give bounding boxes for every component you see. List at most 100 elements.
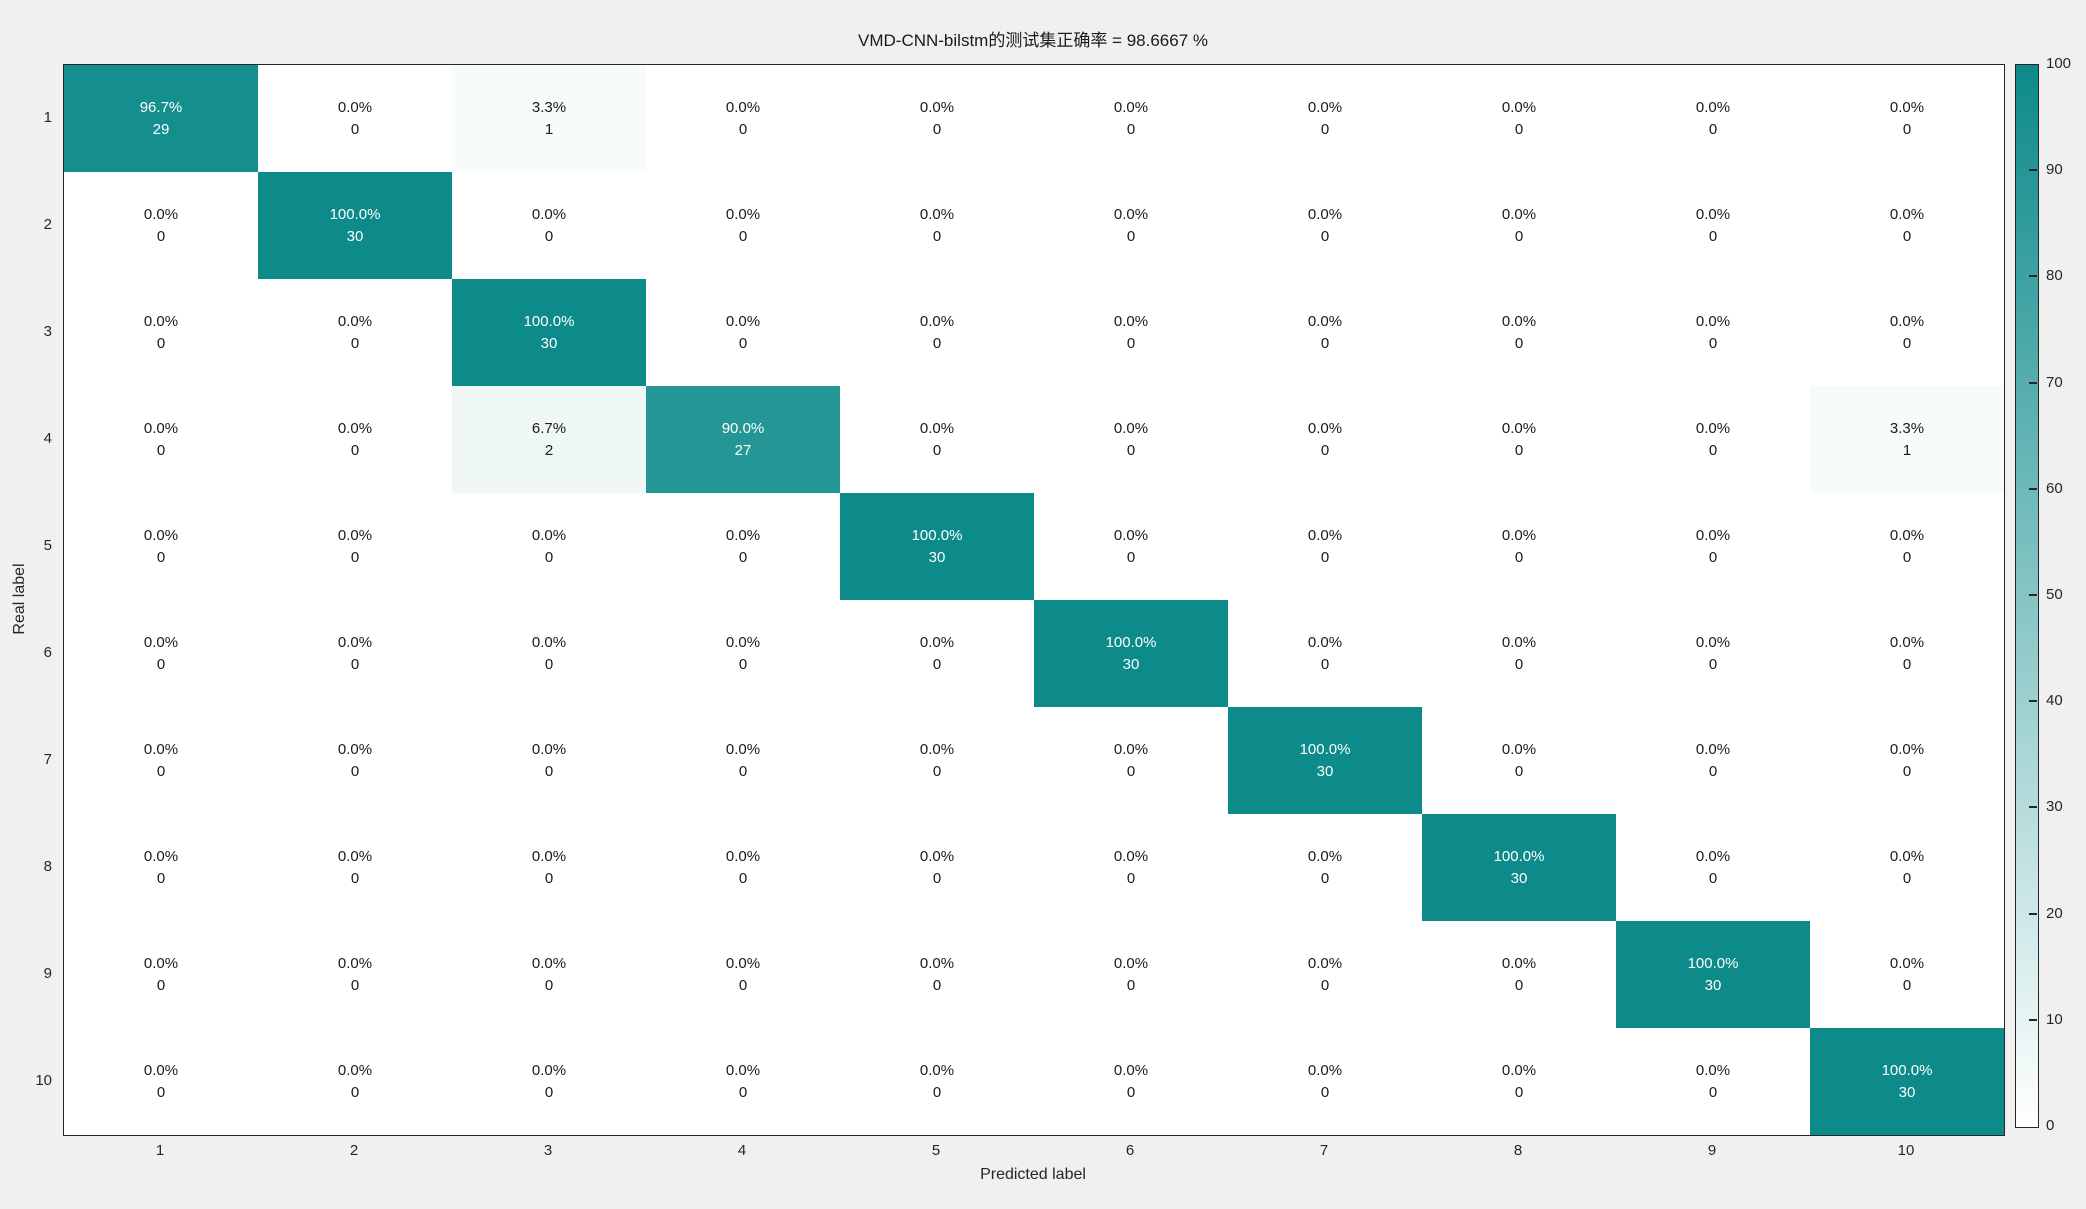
matrix-cell-r4-c7: 0.0% 0	[1228, 386, 1422, 493]
cell-percent: 0.0%	[1889, 740, 1925, 758]
cell-percent: 0.0%	[1889, 954, 1925, 972]
cell-count: 0	[350, 762, 360, 780]
cell-percent: 0.0%	[143, 954, 179, 972]
cell-count: 0	[932, 334, 942, 352]
cell-count: 0	[1708, 869, 1718, 887]
cell-percent: 0.0%	[1889, 312, 1925, 330]
matrix-cell-r9-c2: 0.0% 0	[258, 921, 452, 1028]
matrix-cell-r2-c2: 100.0% 30	[258, 172, 452, 279]
cell-count: 0	[350, 869, 360, 887]
cell-count: 30	[540, 334, 558, 352]
cell-count: 0	[350, 441, 360, 459]
cell-percent: 0.0%	[725, 847, 761, 865]
x-tick-label-6: 6	[1125, 1142, 1135, 1159]
matrix-cell-r5-c8: 0.0% 0	[1422, 493, 1616, 600]
matrix-cell-r10-c4: 0.0% 0	[646, 1028, 840, 1135]
matrix-cell-r8-c7: 0.0% 0	[1228, 814, 1422, 921]
y-tick-label-3: 3	[43, 322, 52, 340]
cell-percent: 0.0%	[725, 633, 761, 651]
cell-count: 0	[1902, 548, 1912, 566]
colorbar-tick-mark-50	[2029, 594, 2037, 596]
matrix-cell-r2-c9: 0.0% 0	[1616, 172, 1810, 279]
cell-count: 0	[1126, 441, 1136, 459]
y-tick-label-2: 2	[43, 215, 52, 233]
cell-percent: 0.0%	[919, 1061, 955, 1079]
cell-count: 0	[1708, 120, 1718, 138]
cell-count: 0	[1126, 976, 1136, 994]
cell-count: 0	[738, 869, 748, 887]
cell-count: 0	[1902, 976, 1912, 994]
cell-percent: 0.0%	[1695, 312, 1731, 330]
cell-count: 0	[1708, 1083, 1718, 1101]
cell-count: 0	[1320, 227, 1330, 245]
cell-percent: 100.0%	[1881, 1061, 1933, 1079]
cell-percent: 0.0%	[725, 740, 761, 758]
matrix-cell-r3-c8: 0.0% 0	[1422, 279, 1616, 386]
cell-count: 27	[734, 441, 752, 459]
matrix-cell-r7-c9: 0.0% 0	[1616, 707, 1810, 814]
matrix-cell-r10-c7: 0.0% 0	[1228, 1028, 1422, 1135]
y-tick-label-5: 5	[43, 536, 52, 554]
colorbar-tick-label-30: 30	[2046, 798, 2063, 816]
cell-percent: 0.0%	[1307, 526, 1343, 544]
cell-percent: 0.0%	[1113, 312, 1149, 330]
cell-percent: 0.0%	[1889, 98, 1925, 116]
cell-percent: 0.0%	[531, 205, 567, 223]
cell-count: 29	[152, 120, 170, 138]
cell-count: 0	[350, 120, 360, 138]
cell-percent: 0.0%	[1113, 847, 1149, 865]
matrix-cell-r4-c3: 6.7% 2	[452, 386, 646, 493]
cell-percent: 0.0%	[1889, 847, 1925, 865]
colorbar-tick-mark-30	[2029, 806, 2037, 809]
matrix-cell-r5-c6: 0.0% 0	[1034, 493, 1228, 600]
matrix-cell-r7-c3: 0.0% 0	[452, 707, 646, 814]
colorbar-tick-label-100: 100	[2046, 55, 2072, 72]
cell-count: 0	[1126, 548, 1136, 566]
cell-percent: 3.3%	[1889, 419, 1925, 437]
matrix-cell-r3-c3: 100.0% 30	[452, 279, 646, 386]
cell-percent: 100.0%	[329, 205, 381, 223]
matrix-cell-r10-c5: 0.0% 0	[840, 1028, 1034, 1135]
matrix-cell-r8-c6: 0.0% 0	[1034, 814, 1228, 921]
cell-percent: 0.0%	[143, 740, 179, 758]
cell-percent: 100.0%	[1493, 847, 1545, 865]
cell-percent: 0.0%	[1695, 1061, 1731, 1079]
cell-count: 0	[544, 548, 554, 566]
matrix-cell-r3-c10: 0.0% 0	[1810, 279, 2004, 386]
cell-count: 0	[1320, 120, 1330, 138]
cell-count: 0	[1708, 227, 1718, 245]
cell-count: 0	[738, 548, 748, 566]
colorbar-tick-mark-20	[2029, 912, 2037, 915]
cell-percent: 0.0%	[1501, 954, 1537, 972]
cell-percent: 0.0%	[143, 312, 179, 330]
cell-percent: 0.0%	[531, 847, 567, 865]
matrix-cell-r8-c8: 100.0% 30	[1422, 814, 1616, 921]
colorbar-tick-mark-40	[2029, 700, 2037, 703]
cell-percent: 0.0%	[919, 205, 955, 223]
x-tick-label-5: 5	[931, 1142, 941, 1159]
matrix-cell-r9-c9: 100.0% 30	[1616, 921, 1810, 1028]
cell-count: 0	[1320, 976, 1330, 994]
cell-count: 0	[1320, 548, 1330, 566]
matrix-cell-r4-c5: 0.0% 0	[840, 386, 1034, 493]
matrix-cell-r1-c3: 3.3% 1	[452, 65, 646, 172]
matrix-cell-r4-c10: 3.3% 1	[1810, 386, 2004, 493]
cell-percent: 0.0%	[1695, 633, 1731, 651]
y-tick-label-10: 10	[35, 1071, 52, 1089]
x-tick-label-9: 9	[1707, 1142, 1717, 1159]
matrix-cell-r7-c1: 0.0% 0	[64, 707, 258, 814]
y-tick-label-8: 8	[43, 857, 52, 875]
cell-count: 0	[932, 227, 942, 245]
matrix-cell-r6-c5: 0.0% 0	[840, 600, 1034, 707]
cell-percent: 96.7%	[139, 98, 183, 116]
cell-count: 1	[1902, 441, 1912, 459]
matrix-cell-r8-c1: 0.0% 0	[64, 814, 258, 921]
matrix-cell-r5-c7: 0.0% 0	[1228, 493, 1422, 600]
matrix-cell-r4-c1: 0.0% 0	[64, 386, 258, 493]
matrix-cell-r5-c10: 0.0% 0	[1810, 493, 2004, 600]
cell-percent: 0.0%	[1695, 847, 1731, 865]
matrix-cell-r10-c8: 0.0% 0	[1422, 1028, 1616, 1135]
cell-count: 0	[932, 120, 942, 138]
cell-count: 0	[932, 762, 942, 780]
cell-count: 30	[1898, 1083, 1916, 1101]
